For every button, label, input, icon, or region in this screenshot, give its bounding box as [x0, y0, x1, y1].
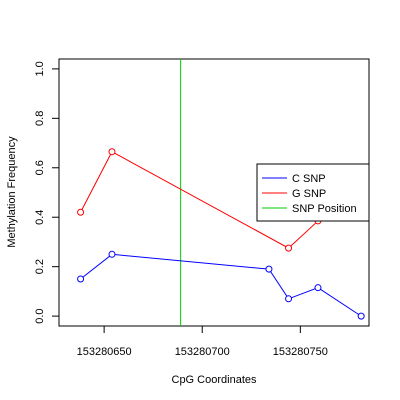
data-point-c-snp	[314, 284, 322, 292]
legend: C SNP G SNP SNP Position	[256, 163, 370, 222]
data-point-g-snp	[108, 148, 116, 156]
x-tick-label: 153280650	[77, 346, 132, 358]
x-axis-title: CpG Coordinates	[172, 374, 257, 386]
y-axis-title: Methylation Frequency	[6, 136, 18, 248]
y-tick-label: 0.6	[34, 160, 46, 175]
data-point-c-snp	[77, 275, 85, 283]
data-point-c-snp	[285, 295, 293, 303]
legend-label-c-snp: C SNP	[292, 173, 326, 185]
y-tick-label: 0.0	[34, 308, 46, 323]
legend-label-snp-position: SNP Position	[292, 203, 357, 215]
data-point-c-snp	[265, 265, 273, 273]
y-tick-label: 0.4	[34, 210, 46, 225]
series-layer	[77, 148, 365, 320]
series-line-g-snp	[80, 151, 319, 249]
y-tick-label: 1.0	[34, 61, 46, 76]
y-tick-label: 0.8	[34, 111, 46, 126]
data-point-c-snp	[357, 312, 365, 320]
legend-label-g-snp: G SNP	[292, 188, 326, 200]
data-point-c-snp	[108, 250, 116, 258]
y-tick-label: 0.2	[34, 259, 46, 274]
x-axis: 153280650 153280700 153280750	[77, 325, 328, 358]
x-tick-label: 153280750	[273, 346, 328, 358]
data-point-g-snp	[285, 244, 293, 252]
series-line-c-snp	[80, 253, 362, 317]
x-tick-label: 153280700	[175, 346, 230, 358]
y-axis: 0.0 0.2 0.4 0.6 0.8 1.0	[34, 61, 60, 324]
data-point-g-snp	[77, 208, 85, 216]
